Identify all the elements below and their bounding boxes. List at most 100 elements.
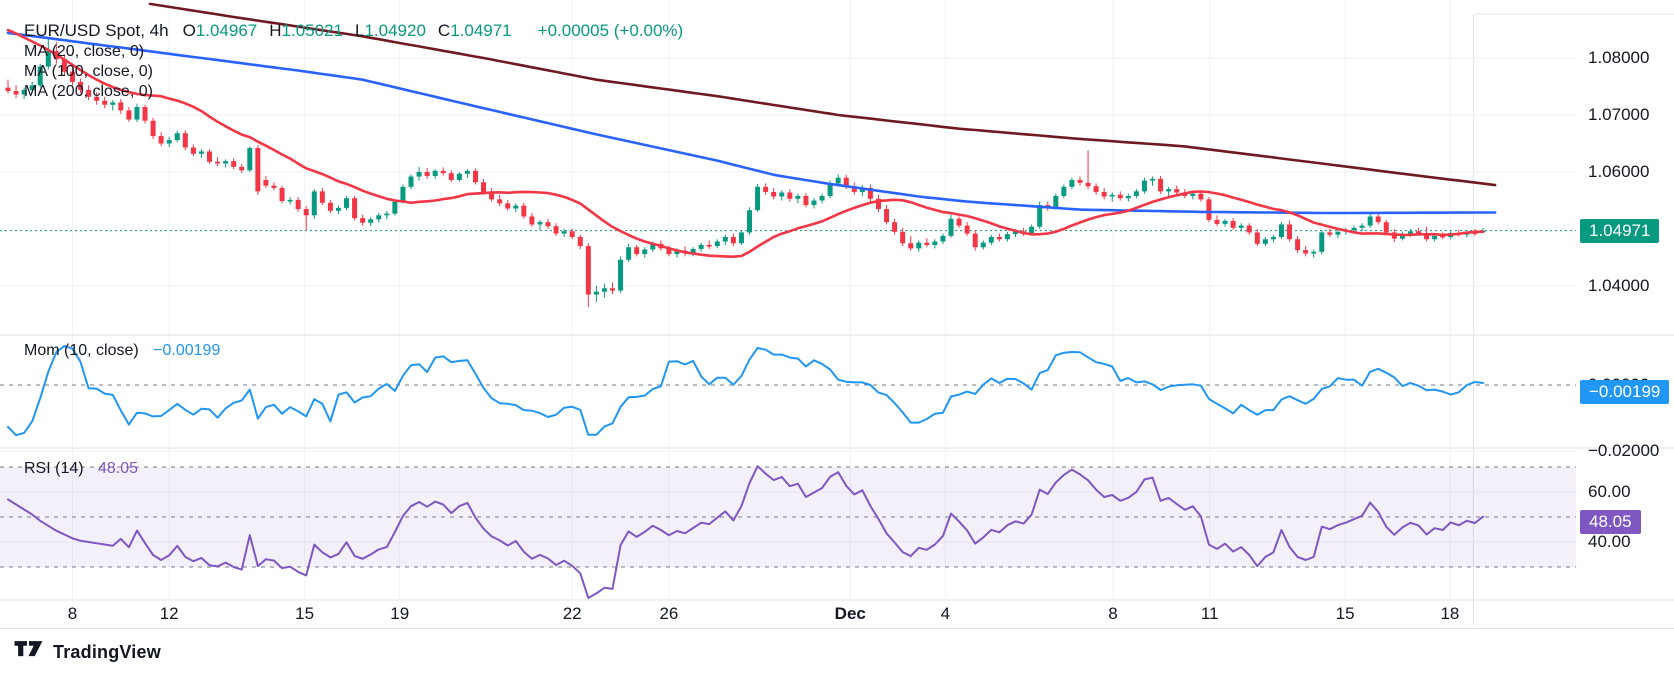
ma-100-line — [6, 31, 1497, 215]
time-axis-label: 15 — [1335, 604, 1355, 623]
candle-body — [859, 187, 865, 192]
ohlc-readout: O1.04967 H1.05021 L1.04920 C1.04971 — [183, 21, 524, 41]
candle-body — [1295, 239, 1301, 251]
time-axis-label: 4 — [940, 604, 951, 623]
candle-body — [29, 85, 35, 90]
time-axis-label: 19 — [390, 604, 410, 623]
time-axis-label: Dec — [834, 604, 866, 623]
mom-legend-row[interactable]: Mom (10, close) −0.00199 — [24, 342, 220, 360]
candle-body — [271, 185, 277, 188]
candle-body — [102, 100, 108, 105]
candle-body — [239, 166, 245, 171]
candle-body — [344, 198, 350, 208]
ohlc-item: C1.04971 — [437, 21, 512, 40]
candle-body — [279, 187, 285, 202]
candle-body — [674, 250, 680, 255]
ma-legend-row[interactable]: MA (20, close, 0) — [24, 43, 145, 60]
candle-body — [948, 218, 954, 236]
candle-body — [78, 81, 84, 90]
candle-body — [747, 210, 753, 233]
candle-body — [529, 216, 535, 225]
candle-body — [1101, 191, 1107, 197]
chart-canvas[interactable] — [0, 0, 1674, 628]
ohlc-item: L1.04920 — [354, 21, 426, 40]
candle-body — [448, 173, 454, 180]
candle-body — [392, 201, 398, 214]
candle-body — [166, 140, 172, 144]
candle-body — [996, 236, 1002, 240]
candle-body — [787, 192, 793, 199]
candle-body — [263, 179, 269, 186]
momentum-line — [7, 345, 1484, 437]
candle-body — [1472, 232, 1478, 235]
candle-body — [150, 120, 156, 137]
candle-body — [1029, 226, 1035, 233]
candle-body — [1238, 225, 1244, 228]
candle-body — [642, 249, 648, 255]
candle-body — [247, 148, 253, 171]
ma-legend-row[interactable]: MA (200, close, 0) — [24, 83, 153, 100]
candle-body — [1174, 189, 1180, 193]
candle-body — [231, 161, 237, 167]
candle-body — [650, 243, 656, 250]
candle-body — [158, 136, 164, 144]
candle-body — [626, 247, 632, 260]
candle-body — [513, 205, 519, 209]
candle-body — [1141, 180, 1147, 192]
tradingview-brand-text[interactable]: TradingView — [53, 641, 161, 662]
candle-body — [714, 241, 720, 247]
rsi-axis-label: 40.00 — [1588, 532, 1631, 551]
rsi-indicator-label[interactable]: RSI (14) — [24, 460, 84, 477]
tradingview-logo-icon[interactable] — [14, 640, 44, 664]
time-axis-label: 22 — [562, 604, 582, 623]
price-axis-label: 1.04000 — [1588, 276, 1650, 295]
mom-axis-label: −0.02000 — [1588, 441, 1660, 460]
candle-body — [1004, 234, 1010, 240]
candle-body — [843, 177, 849, 187]
candle-body — [738, 232, 744, 244]
candle-body — [900, 231, 906, 244]
candle-body — [1206, 199, 1212, 220]
candle-body — [924, 242, 930, 245]
candle-body — [956, 218, 962, 226]
candle-body — [352, 198, 358, 219]
candle-body — [1367, 216, 1373, 226]
legend: EUR/USD Spot, 4h O1.04967 H1.05021 L1.0492… — [24, 20, 683, 102]
candle-body — [360, 218, 366, 223]
candle-body — [86, 89, 92, 97]
candle-body — [472, 170, 478, 183]
candle-body — [118, 102, 124, 111]
candle-body — [875, 198, 881, 210]
candle-body — [706, 244, 712, 247]
candle-body — [94, 96, 100, 101]
candle-body — [827, 183, 833, 196]
last-price-badge: 1.04971 — [1580, 218, 1660, 243]
candle-body — [1303, 250, 1309, 254]
candle-body — [1069, 179, 1075, 187]
candle-body — [779, 192, 785, 197]
candle-body — [134, 107, 140, 120]
symbol-legend-row[interactable]: EUR/USD Spot, 4h O1.04967 H1.05021 L1.0492… — [24, 20, 683, 42]
candle-body — [1432, 235, 1438, 240]
candle-body — [110, 102, 116, 105]
mom-indicator-label[interactable]: Mom (10, close) — [24, 342, 139, 359]
ma-20-line — [6, 28, 1485, 259]
rsi-legend-row[interactable]: RSI (14) 48.05 — [24, 460, 138, 478]
candle-body — [545, 222, 551, 227]
symbol-title[interactable]: EUR/USD Spot, 4h — [24, 21, 169, 40]
candle-body — [1013, 231, 1018, 235]
time-axis-label: 12 — [159, 604, 179, 623]
candle-body — [932, 241, 938, 245]
candle-body — [1335, 231, 1341, 235]
momentum-value-badge: −0.00199 — [1580, 379, 1670, 404]
candle-body — [21, 89, 27, 95]
time-axis-label: 8 — [1108, 604, 1118, 623]
ma-legend-row[interactable]: MA (100, close, 0) — [24, 63, 153, 80]
candle-body — [1287, 224, 1293, 240]
candle-body — [1133, 191, 1139, 196]
candle-body — [1077, 179, 1083, 183]
candle-body — [1311, 251, 1317, 254]
candle-body — [432, 170, 438, 176]
candle-body — [1085, 182, 1091, 187]
